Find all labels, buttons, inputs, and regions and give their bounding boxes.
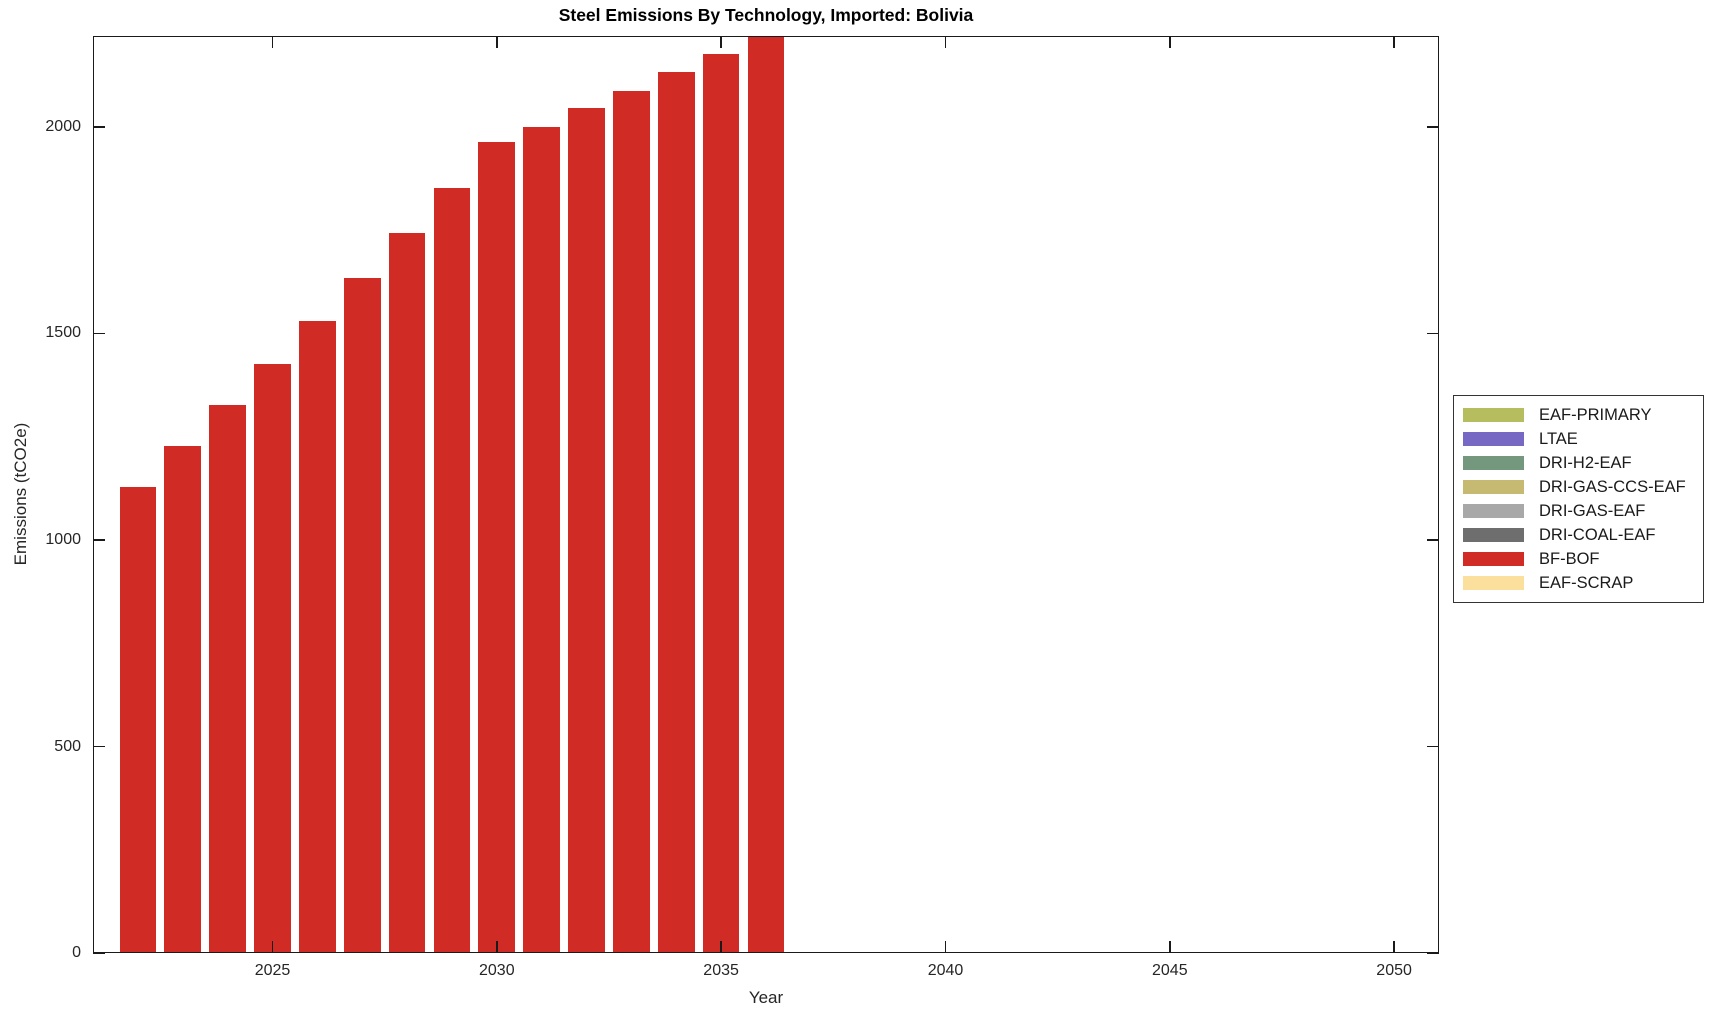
bar-bf-bof-2024 (209, 404, 246, 953)
bar-bf-bof-2034 (657, 72, 695, 953)
legend-swatch-icon (1463, 527, 1524, 543)
x-tick-bottom (944, 941, 947, 953)
legend-item-label: EAF-SCRAP (1539, 573, 1634, 592)
legend-item-eaf-scrap: EAF-SCRAP (1463, 571, 1697, 595)
x-tick-label: 2025 (254, 962, 291, 979)
legend-item-dri-gas-eaf: DRI-GAS-EAF (1463, 499, 1697, 523)
legend: EAF-PRIMARY LTAE DRI-H2-EAF DRI-GAS-CCS-EAF… (1453, 395, 1704, 603)
x-tick-top (271, 36, 274, 48)
legend-swatch-icon (1463, 479, 1524, 495)
y-tick-right (1427, 952, 1439, 954)
x-tick-label: 2030 (479, 962, 515, 979)
bar-bf-bof-2022 (119, 487, 157, 953)
x-tick-label: 2035 (703, 962, 739, 979)
x-tick-top (720, 36, 722, 48)
x-tick-label: 2050 (1376, 962, 1412, 979)
x-tick-top (496, 36, 498, 48)
legend-swatch-icon (1463, 407, 1524, 423)
y-tick-right (1427, 539, 1439, 541)
legend-swatch-icon (1463, 575, 1524, 591)
x-tick-bottom (720, 941, 722, 953)
bar-bf-bof-2027 (343, 278, 381, 953)
y-tick-label: 1000 (45, 530, 81, 548)
bar-bf-bof-2023 (164, 445, 202, 953)
legend-item-label: BF-BOF (1539, 549, 1600, 568)
x-tick-bottom (496, 941, 498, 953)
legend-item-eaf-primary: EAF-PRIMARY (1463, 403, 1697, 427)
x-tick-bottom (1169, 941, 1171, 953)
legend-item-dri-h2-eaf: DRI-H2-EAF (1463, 451, 1697, 475)
legend-swatch-icon (1463, 551, 1524, 567)
legend-swatch-icon (1463, 431, 1524, 447)
legend-item-label: DRI-H2-EAF (1539, 453, 1632, 472)
legend-item-label: EAF-PRIMARY (1539, 405, 1652, 424)
legend-swatch-icon (1463, 503, 1524, 519)
y-tick-right (1427, 745, 1439, 748)
y-tick-label: 0 (72, 944, 81, 961)
bar-bf-bof-2030 (478, 142, 516, 953)
bar-bf-bof-2031 (523, 126, 561, 953)
y-tick-left (93, 539, 105, 541)
bar-bf-bof-2033 (613, 90, 650, 953)
y-tick-right (1427, 332, 1439, 335)
legend-item-label: DRI-COAL-EAF (1539, 525, 1656, 544)
legend-item-label: DRI-GAS-CCS-EAF (1539, 477, 1686, 496)
y-tick-right (1427, 126, 1439, 128)
x-tick-label: 2040 (927, 962, 964, 979)
y-tick-left (93, 126, 105, 128)
bar-bf-bof-2032 (568, 108, 605, 953)
x-tick-top (944, 36, 947, 48)
legend-item-label: DRI-GAS-EAF (1539, 501, 1646, 520)
chart-title: Steel Emissions By Technology, Imported:… (558, 5, 974, 25)
x-tick-bottom (271, 941, 274, 953)
y-tick-label: 1500 (45, 324, 81, 342)
x-tick-top (1169, 36, 1171, 48)
x-tick-top (1393, 36, 1395, 48)
bar-bf-bof-2029 (433, 188, 471, 953)
legend-item-ltae: LTAE (1463, 427, 1697, 451)
legend-item-dri-coal-eaf: DRI-COAL-EAF (1463, 523, 1697, 547)
x-axis-label: Year (748, 988, 784, 1007)
bar-bf-bof-2026 (298, 321, 336, 953)
legend-item-dri-gas-ccs-eaf: DRI-GAS-CCS-EAF (1463, 475, 1697, 499)
x-tick-label: 2045 (1152, 962, 1188, 979)
legend-swatch-icon (1463, 455, 1524, 471)
y-tick-label: 500 (54, 737, 81, 755)
y-tick-left (93, 332, 105, 335)
bar-bf-bof-2028 (388, 233, 426, 953)
y-tick-left (93, 745, 105, 748)
x-tick-bottom (1393, 941, 1395, 953)
bar-bf-bof-2025 (254, 363, 291, 953)
legend-item-label: LTAE (1539, 429, 1578, 448)
y-tick-label: 2000 (45, 117, 81, 135)
legend-item-bf-bof: BF-BOF (1463, 547, 1697, 571)
bar-bf-bof-2035 (702, 53, 740, 953)
y-tick-left (93, 952, 105, 954)
bar-bf-bof-2036 (747, 36, 785, 953)
